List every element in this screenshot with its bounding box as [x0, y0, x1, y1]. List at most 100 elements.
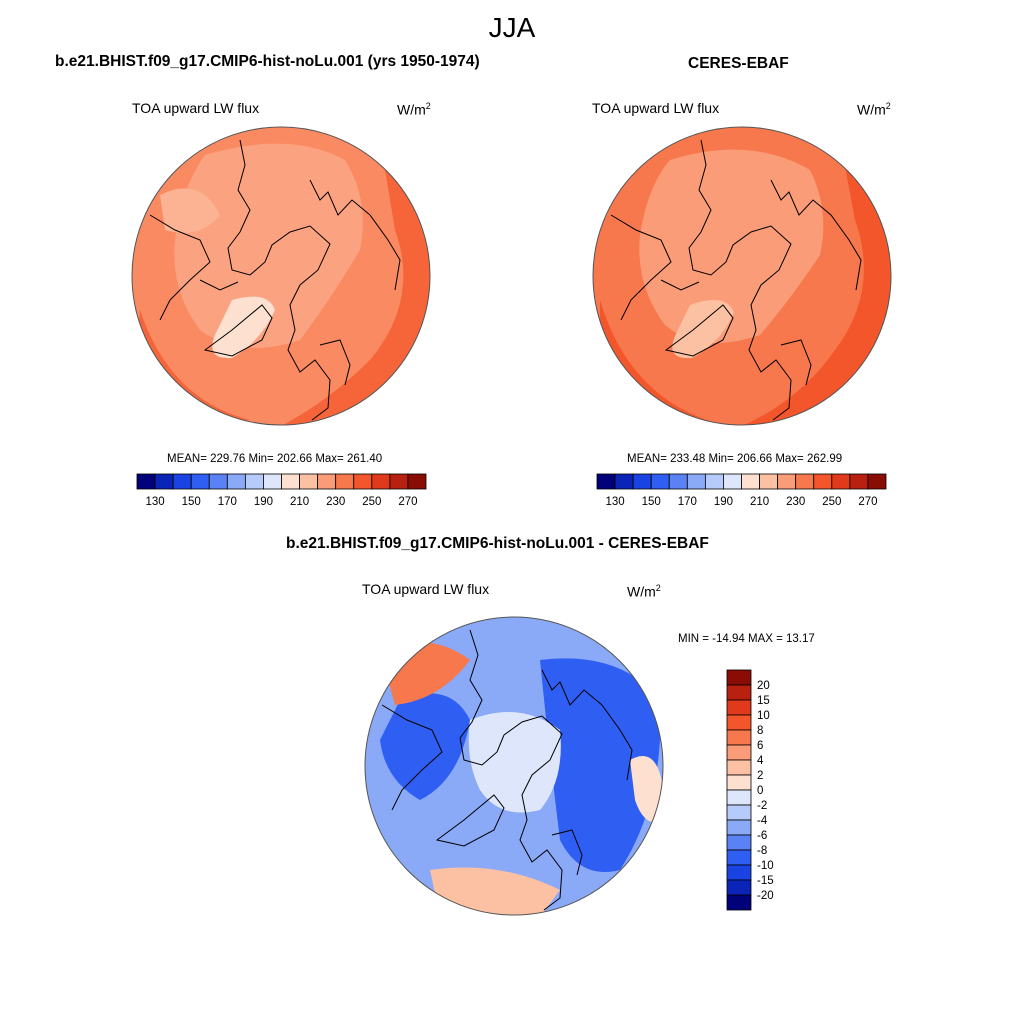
diff-panel-title: b.e21.BHIST.f09_g17.CMIP6-hist-noLu.001 … [286, 535, 709, 552]
diff-colorbar-swatch [726, 729, 752, 746]
model-colorbar-swatch [226, 473, 246, 490]
obs-variable-label: TOA upward LW flux [592, 100, 720, 116]
diff-positive-region-south [430, 867, 560, 915]
diff-units-exponent: 2 [655, 583, 661, 593]
diff-colorbar-tick-label: -6 [757, 830, 767, 842]
obs-colorbar-swatch [759, 473, 779, 490]
obs-map-border [592, 126, 892, 426]
model-units-base: W/m [397, 101, 426, 118]
diff-colorbar-swatch [726, 699, 752, 716]
obs-coastlines [610, 139, 862, 421]
obs-colorbar-tick-label: 170 [678, 496, 697, 508]
model-colorbar-swatch [190, 473, 210, 490]
model-variable-label: TOA upward LW flux [132, 100, 260, 116]
obs-colorbar-swatch [614, 473, 634, 490]
model-units-label: W/m2 [397, 101, 431, 118]
model-colorbar-tick-label: 190 [254, 496, 273, 508]
model-map-border [131, 126, 431, 426]
model-colorbar-swatch [371, 473, 391, 490]
model-colorbar-tick-label: 250 [362, 496, 381, 508]
diff-colorbar-tick-label: 2 [757, 770, 763, 782]
diff-colorbar-tick-label: 6 [757, 740, 763, 752]
model-colorbar-swatch [335, 473, 355, 490]
model-colorbar-swatch [244, 473, 264, 490]
obs-colorbar-swatch [741, 473, 760, 490]
obs-colorbar-swatch [867, 473, 887, 490]
model-colorbar-swatch [317, 473, 337, 490]
obs-colorbar: 130 150 170 190 210 230 250 270 [596, 473, 887, 508]
model-units-exponent: 2 [425, 101, 431, 111]
model-cool-patch [160, 188, 220, 233]
diff-negative-region-west [380, 693, 470, 800]
diff-near-zero-arctic [468, 712, 561, 813]
diff-colorbar-tick-label: -4 [757, 815, 768, 827]
diff-stats: MIN = -14.94 MAX = 13.17 [678, 633, 815, 645]
diff-colorbar-swatch [726, 684, 752, 701]
obs-colorbar-swatch [777, 473, 797, 490]
obs-colorbar-tick-label: 190 [714, 496, 733, 508]
diff-colorbar-swatch [726, 849, 752, 866]
diff-colorbar-tick-label: -8 [757, 845, 767, 857]
obs-colorbar-tick-label: 150 [642, 496, 661, 508]
model-colorbar-swatch [154, 473, 174, 490]
obs-colorbar-tick-label: 210 [750, 496, 769, 508]
model-arctic-region [174, 143, 363, 348]
obs-colorbar-tick-label: 250 [822, 496, 841, 508]
diff-map [364, 616, 664, 916]
diff-negative-region-east [540, 658, 661, 872]
obs-colorbar-swatch [704, 473, 724, 490]
diff-colorbar-tick-label: 10 [757, 710, 770, 722]
model-colorbar-swatch [172, 473, 192, 490]
model-colorbar-tick-label: 130 [145, 496, 164, 508]
model-colorbar-swatch [263, 473, 282, 490]
model-colorbar-tick-label: 210 [290, 496, 309, 508]
obs-units-label: W/m2 [857, 101, 891, 118]
diff-map-border [364, 616, 664, 916]
diff-colorbar-tick-label: 15 [757, 695, 770, 707]
model-colorbar-tick-label: 170 [218, 496, 237, 508]
model-map [131, 126, 431, 426]
model-colorbar-swatch [353, 473, 373, 490]
diff-colorbar-swatch [726, 819, 752, 836]
obs-units-base: W/m [857, 101, 886, 118]
diff-colorbar-swatch [726, 879, 752, 896]
obs-warm-region-east [742, 140, 891, 425]
diff-colorbar-swatch [726, 789, 752, 806]
diff-units-base: W/m [627, 583, 656, 600]
model-colorbar-tick-label: 150 [182, 496, 201, 508]
diff-colorbar-tick-label: 20 [757, 680, 770, 692]
diff-colorbar-tick-label: -2 [757, 800, 767, 812]
model-panel-title: b.e21.BHIST.f09_g17.CMIP6-hist-noLu.001 … [55, 53, 480, 70]
season-title: JJA [488, 12, 536, 43]
diff-colorbar-tick-label: -20 [757, 890, 774, 902]
obs-colorbar-tick-label: 270 [858, 496, 877, 508]
obs-colorbar-swatch [650, 473, 670, 490]
obs-panel-title: CERES-EBAF [688, 55, 789, 72]
diff-colorbar-swatch [726, 774, 752, 791]
diff-coastlines [381, 629, 633, 911]
obs-colorbar-swatch [813, 473, 833, 490]
diff-colorbar-swatch [726, 759, 752, 776]
diff-colorbar-tick-label: -10 [757, 860, 774, 872]
model-greenland-region [212, 296, 275, 359]
model-colorbar-swatch [407, 473, 427, 490]
obs-map [592, 126, 892, 426]
obs-colorbar-swatch [849, 473, 869, 490]
diff-colorbar-swatch [726, 894, 752, 911]
diff-colorbar-swatch [726, 804, 752, 821]
diff-positive-region-east [630, 756, 663, 823]
diff-colorbar-tick-label: -15 [757, 875, 774, 887]
model-colorbar-swatch [299, 473, 319, 490]
model-coastlines [149, 139, 401, 421]
obs-colorbar-swatch [686, 473, 706, 490]
model-colorbar-swatch [281, 473, 300, 490]
model-colorbar-tick-label: 230 [326, 496, 345, 508]
model-stats: MEAN= 229.76 Min= 202.66 Max= 261.40 [167, 453, 383, 465]
diff-colorbar-tick-label: 0 [757, 785, 763, 797]
obs-units-exponent: 2 [885, 101, 891, 111]
model-colorbar-swatch [389, 473, 409, 490]
obs-greenland-region [672, 299, 734, 359]
diff-colorbar-tick-label: 4 [757, 755, 764, 767]
diff-colorbar-swatch [726, 864, 752, 881]
